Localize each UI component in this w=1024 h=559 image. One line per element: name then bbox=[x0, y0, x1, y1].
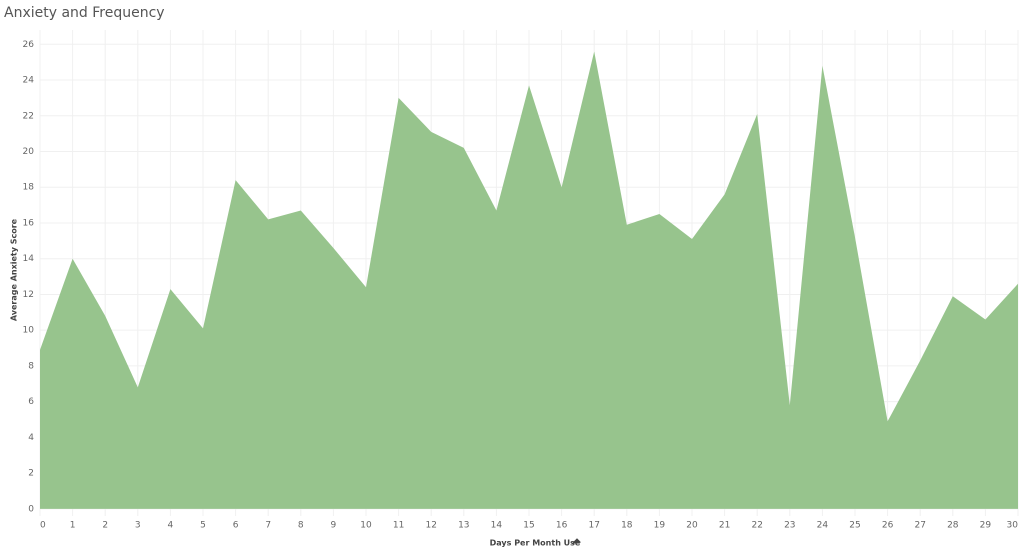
y-axis-title: Average Anxiety Score bbox=[10, 218, 19, 321]
x-tick-label: 9 bbox=[331, 521, 337, 531]
x-tick-label: 30 bbox=[1007, 521, 1019, 531]
x-tick-label: 29 bbox=[980, 521, 992, 531]
y-tick-label: 10 bbox=[23, 326, 35, 336]
x-tick-label: 27 bbox=[914, 521, 925, 531]
x-tick-label: 19 bbox=[654, 521, 666, 531]
x-tick-label: 10 bbox=[360, 521, 372, 531]
x-tick-label: 1 bbox=[70, 521, 76, 531]
x-tick-label: 7 bbox=[265, 521, 271, 531]
y-tick-label: 16 bbox=[23, 218, 35, 228]
y-tick-label: 12 bbox=[23, 290, 34, 300]
x-tick-label: 24 bbox=[817, 521, 829, 531]
x-axis-title: Days Per Month Use bbox=[490, 539, 581, 548]
x-tick-label: 18 bbox=[621, 521, 633, 531]
x-tick-label: 23 bbox=[784, 521, 795, 531]
y-tick-label: 4 bbox=[28, 433, 34, 443]
y-tick-label: 6 bbox=[28, 397, 34, 407]
x-tick-label: 16 bbox=[556, 521, 568, 531]
x-tick-label: 2 bbox=[102, 521, 108, 531]
x-tick-label: 21 bbox=[719, 521, 730, 531]
area bbox=[40, 51, 1018, 509]
y-tick-label: 2 bbox=[28, 469, 34, 479]
y-tick-label: 8 bbox=[28, 361, 34, 371]
x-tick-label: 11 bbox=[393, 521, 404, 531]
x-tick-label: 0 bbox=[40, 521, 46, 531]
x-tick-label: 20 bbox=[686, 521, 698, 531]
x-tick-label: 13 bbox=[458, 521, 469, 531]
x-tick-label: 4 bbox=[168, 521, 174, 531]
x-tick-label: 17 bbox=[588, 521, 599, 531]
x-tick-label: 22 bbox=[751, 521, 762, 531]
x-tick-label: 15 bbox=[523, 521, 534, 531]
x-tick-label: 25 bbox=[849, 521, 860, 531]
x-tick-label: 12 bbox=[425, 521, 436, 531]
x-tick-label: 28 bbox=[947, 521, 959, 531]
x-tick-label: 8 bbox=[298, 521, 304, 531]
x-tick-label: 5 bbox=[200, 521, 206, 531]
y-tick-label: 26 bbox=[23, 40, 35, 50]
chart-title: Anxiety and Frequency bbox=[4, 5, 165, 21]
y-tick-label: 20 bbox=[23, 147, 35, 157]
y-tick-label: 14 bbox=[23, 254, 35, 264]
x-tick-label: 6 bbox=[233, 521, 239, 531]
y-tick-label: 18 bbox=[23, 183, 35, 193]
y-tick-label: 22 bbox=[23, 111, 34, 121]
y-tick-label: 0 bbox=[28, 504, 34, 514]
pin-icon bbox=[571, 538, 582, 545]
x-tick-label: 26 bbox=[882, 521, 894, 531]
x-tick-label: 14 bbox=[491, 521, 503, 531]
y-tick-label: 24 bbox=[23, 76, 35, 86]
x-tick-label: 3 bbox=[135, 521, 141, 531]
